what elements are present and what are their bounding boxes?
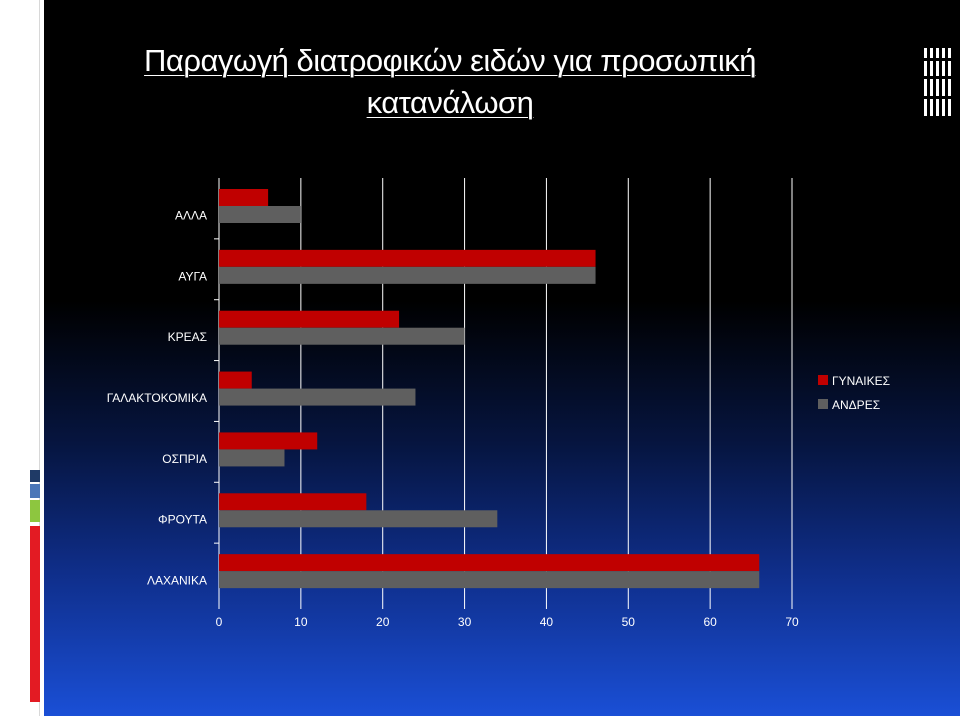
bar-men bbox=[219, 327, 465, 345]
bar-women bbox=[219, 432, 318, 450]
bar-women bbox=[219, 371, 252, 389]
category-label: ΑΥΓΑ bbox=[178, 269, 207, 283]
bar-men bbox=[219, 510, 498, 528]
bar-women bbox=[219, 189, 269, 206]
bar-men bbox=[219, 388, 416, 406]
slide-title: Παραγωγή διατροφικών ειδών για προσωπική… bbox=[144, 43, 756, 120]
legend-swatch bbox=[818, 399, 828, 409]
left-decor-line bbox=[39, 0, 40, 716]
bar-women bbox=[219, 249, 596, 267]
x-tick-label: 30 bbox=[458, 615, 472, 629]
legend-label: ΓΥΝΑΙΚΕΣ bbox=[832, 374, 890, 388]
x-tick-label: 70 bbox=[785, 615, 799, 629]
x-tick-label: 60 bbox=[703, 615, 717, 629]
bar-men bbox=[219, 449, 285, 467]
x-tick-label: 0 bbox=[216, 615, 223, 629]
category-label: ΑΛΛΑ bbox=[175, 208, 207, 222]
x-tick-label: 10 bbox=[294, 615, 308, 629]
legend-swatch bbox=[818, 375, 828, 385]
category-label: ΛΑΧΑΝΙΚΑ bbox=[147, 574, 207, 588]
x-tick-label: 50 bbox=[622, 615, 636, 629]
x-tick-label: 20 bbox=[376, 615, 390, 629]
bar-women bbox=[219, 493, 367, 511]
decor-block-blue bbox=[30, 484, 40, 498]
category-label: ΟΣΠΡΙΑ bbox=[162, 452, 207, 466]
category-label: ΦΡΟΥΤΑ bbox=[158, 513, 207, 527]
decor-block-red bbox=[30, 526, 40, 702]
x-tick-label: 40 bbox=[540, 615, 554, 629]
side-decor bbox=[924, 48, 952, 116]
decor-block-dark bbox=[30, 470, 40, 482]
decor-block-green bbox=[30, 500, 40, 522]
category-label: ΓΑΛΑΚΤΟΚΟΜΙΚΑ bbox=[107, 391, 207, 405]
bar-men bbox=[219, 571, 760, 589]
legend-label: ΑΝΔΡΕΣ bbox=[832, 398, 880, 412]
bar-men bbox=[219, 206, 301, 223]
slide-background bbox=[44, 0, 960, 716]
bar-women bbox=[219, 554, 760, 572]
category-label: ΚΡΕΑΣ bbox=[168, 330, 207, 344]
bar-men bbox=[219, 266, 596, 284]
bar-women bbox=[219, 310, 400, 328]
